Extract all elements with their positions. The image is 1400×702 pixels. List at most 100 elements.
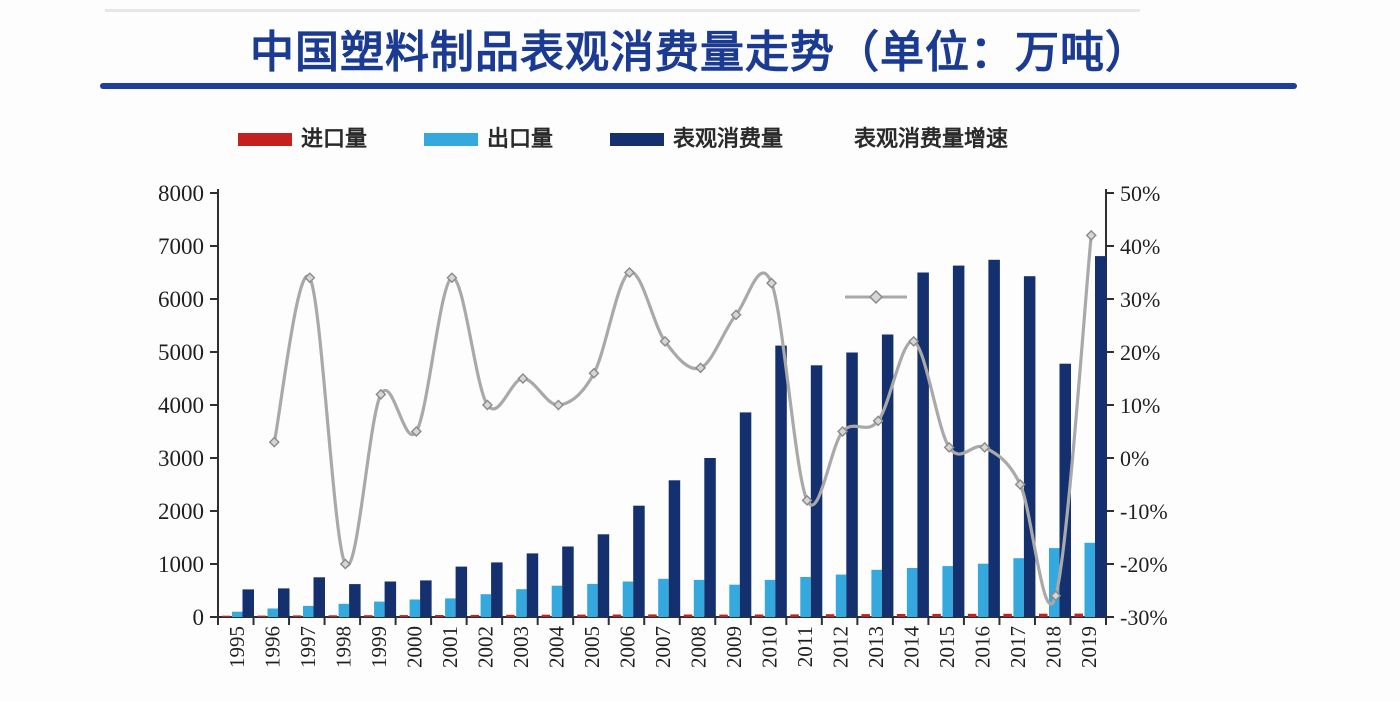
export-bars-2000: [409, 599, 421, 617]
consumption-bars-2008: [704, 458, 716, 617]
export-bars-2003: [516, 589, 527, 617]
export-bars-2002: [480, 594, 492, 617]
x-axis-year-label: 2019: [1077, 626, 1101, 668]
consumption-bars-2014: [917, 272, 929, 617]
x-axis-year-label: 2000: [402, 626, 426, 668]
export-bars-2012: [835, 574, 847, 617]
x-axis-year-label: 1995: [225, 626, 249, 668]
export-bars-2001: [445, 598, 456, 617]
import-bars-2007: [648, 614, 657, 617]
legend-swatch-icon: [424, 132, 478, 146]
consumption-bars-2003: [526, 553, 539, 617]
consumption-bars-1998: [349, 584, 361, 617]
export-bars-2007: [658, 578, 669, 617]
x-axis-year-label: 2018: [1042, 626, 1066, 668]
legend-item-label: 表观消费量: [673, 126, 784, 151]
right-axis-tick-label: 40%: [1120, 234, 1160, 259]
legend-item-label: 表观消费量增速: [854, 126, 1009, 151]
growth-marker-icon: [268, 436, 280, 448]
right-axis-tick-label: -30%: [1120, 605, 1168, 630]
x-axis-year-label: 2012: [829, 626, 853, 668]
import-bars-2008: [683, 614, 693, 617]
right-axis-labels: -30% -20% -10% 0% 10% 20% 30% 40% 50%: [1106, 181, 1168, 630]
import-bars-1998: [328, 615, 338, 617]
export-bars-1997: [303, 605, 314, 617]
right-axis-tick-label: -20%: [1120, 552, 1168, 577]
import-bars: [222, 613, 1083, 617]
growth-line: [272, 233, 1093, 606]
x-axis-year-label: 2005: [580, 626, 604, 668]
x-axis-year-label: 1999: [367, 626, 391, 668]
consumption-bars: [242, 256, 1107, 618]
import-bars-2017: [1003, 613, 1012, 617]
growth-marker-icon: [1085, 229, 1097, 241]
consumption-bars-2002: [491, 562, 503, 617]
axes: [210, 189, 1114, 618]
left-axis-tick-label: 1000: [158, 552, 204, 577]
growth-marker-icon: [837, 426, 849, 437]
consumption-bars-2001: [455, 566, 468, 617]
left-axis-tick-label: 5000: [158, 340, 204, 365]
consumption-bars-2018: [1059, 363, 1071, 617]
right-axis-tick-label: 50%: [1120, 181, 1160, 206]
growth-marker-icon: [552, 399, 564, 411]
growth-marker-icon: [872, 415, 884, 427]
x-axis-year-label: 2013: [864, 626, 888, 668]
import-bars-1999: [364, 615, 373, 617]
legend-item-label: 进口量: [301, 126, 368, 151]
left-axis-labels: 0 1000 2000 3000 4000 5000 6000 7000 8000: [158, 181, 218, 630]
x-axis-year-label: 2010: [758, 626, 782, 668]
import-bars-1996: [257, 615, 266, 617]
consumption-bars-2004: [562, 546, 574, 617]
growth-marker-icon: [943, 441, 955, 453]
export-bars: [232, 542, 1095, 618]
growth-marker-icon: [517, 373, 529, 384]
import-bars-2019: [1074, 613, 1083, 617]
x-axis-year-label: 2011: [793, 626, 817, 667]
import-bars-2015: [932, 613, 941, 617]
export-bars-2008: [693, 579, 705, 617]
x-axis-year-label: 2016: [971, 626, 995, 668]
right-axis-tick-label: 20%: [1120, 340, 1160, 365]
consumption-bars-2005: [597, 534, 610, 617]
top-divider-line: [105, 9, 1140, 12]
right-axis-tick-label: 30%: [1120, 287, 1160, 312]
export-bars-2015: [942, 566, 953, 617]
right-axis-tick-label: 0%: [1120, 446, 1149, 471]
consumption-bars-2015: [952, 265, 965, 617]
x-axis-year-label: 2002: [473, 626, 497, 668]
growth-marker-icon: [623, 267, 635, 278]
consumption-bars-2007: [668, 480, 681, 617]
x-axis-year-label: 1996: [260, 626, 284, 668]
import-bars-2003: [506, 614, 515, 617]
export-bars-2009: [729, 584, 740, 617]
export-bars-1995: [232, 611, 243, 617]
import-bars-2012: [825, 614, 835, 617]
x-axis-year-label: 2006: [615, 626, 639, 668]
import-bars-1995: [222, 615, 231, 617]
import-bars-2002: [470, 614, 480, 617]
consumption-bars-2000: [420, 580, 432, 617]
export-bars-2010: [764, 579, 776, 617]
growth-marker-icon: [339, 558, 351, 570]
x-axis-year-label: 2001: [438, 626, 462, 668]
growth-marker-icon: [446, 272, 458, 284]
left-axis-tick-label: 0: [193, 605, 205, 630]
legend-item-2: 出口量: [424, 128, 553, 150]
consumption-bars-2011: [810, 365, 823, 618]
export-bars-2014: [906, 568, 918, 617]
export-bars-1998: [338, 603, 350, 618]
right-axis-tick-label: -10%: [1120, 499, 1168, 524]
left-axis-tick-label: 8000: [158, 181, 204, 206]
legend-swatch-icon: [610, 132, 664, 146]
left-axis-tick-label: 3000: [158, 446, 204, 471]
growth-marker-icon: [588, 367, 600, 379]
export-bars-1996: [267, 608, 278, 617]
import-bars-2009: [719, 614, 728, 617]
growth-marker-icon: [304, 272, 316, 284]
growth-marker-icon: [695, 362, 707, 374]
legend-item-3: 表观消费量: [610, 126, 784, 151]
x-axis-year-label: 2007: [651, 626, 675, 668]
import-bars-2011: [790, 614, 799, 617]
